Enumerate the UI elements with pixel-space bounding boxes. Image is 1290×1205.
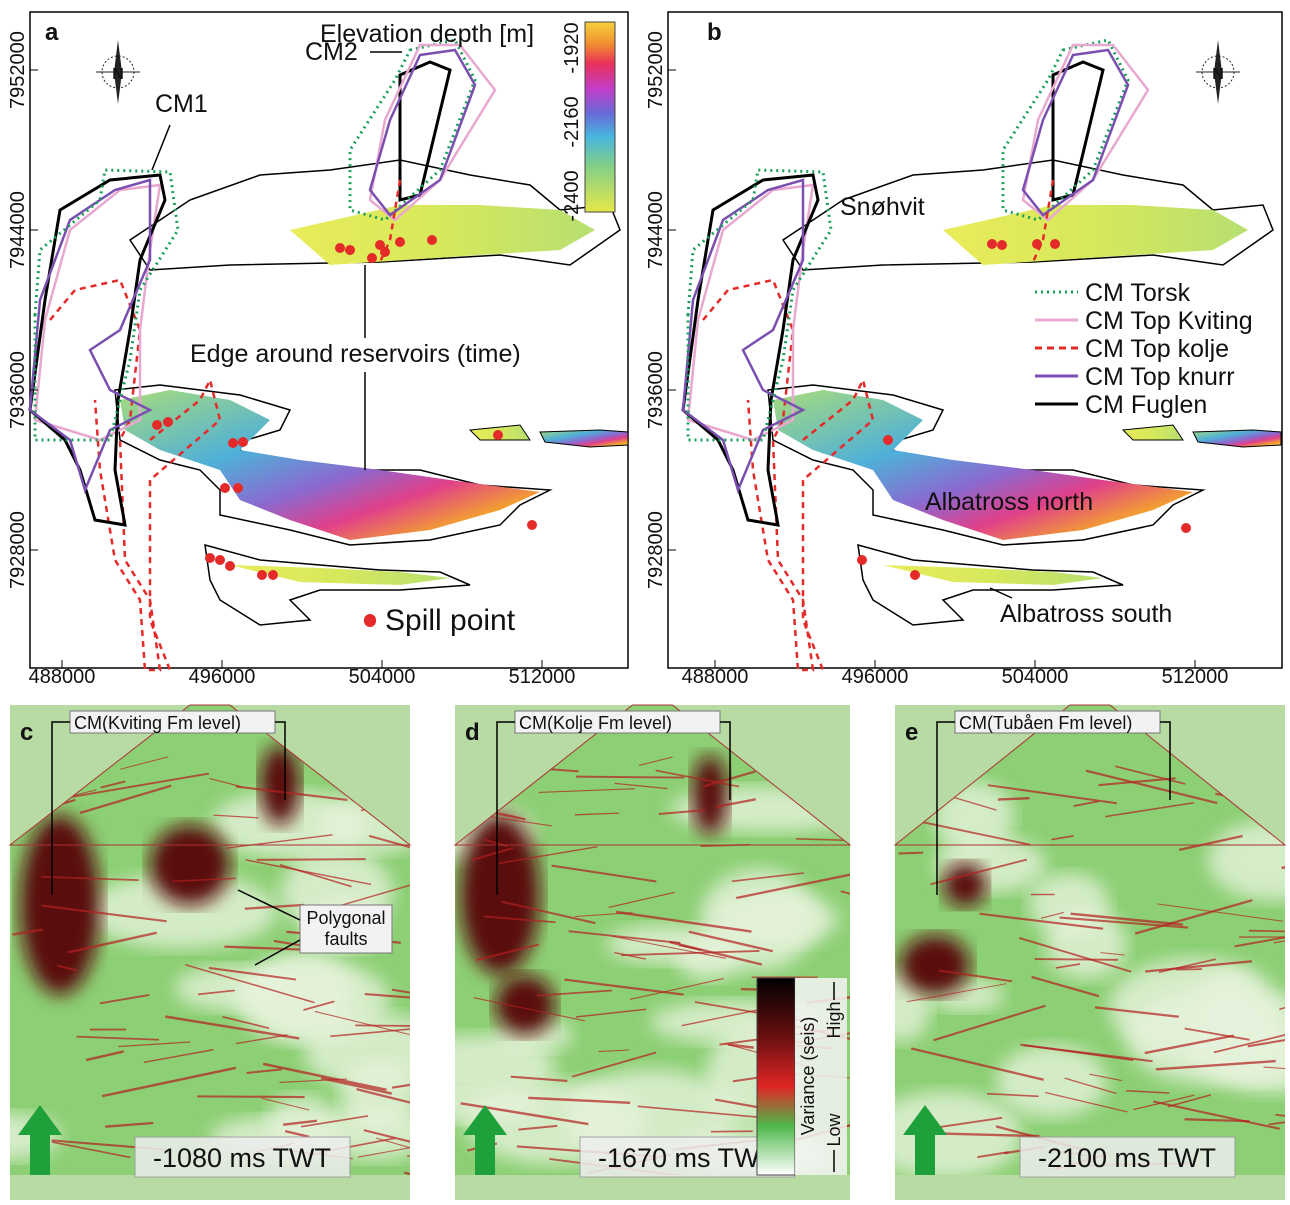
- variance-high: High: [824, 1001, 844, 1038]
- cm-label: CM(Tubåen Fm level): [959, 713, 1132, 733]
- fault-trace: [257, 859, 366, 860]
- colorbar-tick-label: -2160: [561, 96, 583, 147]
- y-tick-label: 7936000: [645, 351, 667, 429]
- albatross-south-label: Albatross south: [1000, 600, 1172, 628]
- y-tick-label: 7944000: [645, 191, 667, 269]
- edge-label: Edge around reservoirs (time): [190, 340, 521, 368]
- x-tick-label: 496000: [189, 666, 256, 688]
- colorbar-tick-label: -2400: [561, 170, 583, 221]
- y-tick-label: 7952000: [645, 31, 667, 109]
- cm-label: CM(Kolje Fm level): [519, 713, 672, 733]
- seismic-panel-d: d CM(Kolje Fm level) -1670 ms TWT: [365, 705, 955, 1200]
- legend-label: CM Top kolje: [1085, 335, 1229, 363]
- legend-label: CM Torsk: [1085, 279, 1191, 307]
- y-tick-label: 7928000: [645, 511, 667, 589]
- high-variance: [150, 825, 230, 905]
- figure: N a Elevation depth [m] -1920-2160-2400 …: [0, 0, 1290, 1200]
- variance-low: Low: [824, 1112, 844, 1146]
- panel-letter: b: [707, 19, 722, 46]
- seismic-panel-e: e CM(Tubåen Fm level) -2100 ms TWT: [867, 705, 1290, 1200]
- panel-letter: d: [465, 719, 480, 746]
- map-panel-a: a Elevation depth [m] -1920-2160-2400 CM…: [30, 12, 628, 670]
- time-label: -1670 ms TWT: [598, 1143, 776, 1173]
- fault-trace: [197, 1096, 304, 1097]
- x-tick-label: 488000: [682, 666, 749, 688]
- fault-trace: [355, 1025, 451, 1026]
- panel-letter: c: [20, 719, 33, 746]
- spill-label: Spill point: [385, 604, 516, 637]
- variance-title: Variance (seis): [798, 1017, 818, 1136]
- x-tick-label: 512000: [1162, 666, 1229, 688]
- x-tick-label: 504000: [1002, 666, 1069, 688]
- cm-label: CM(Kviting Fm level): [74, 713, 241, 733]
- y-tick-label: 7936000: [7, 351, 29, 429]
- map-panel-b: b Snøhvit Albatross north Albatross sout…: [668, 12, 1282, 670]
- light-patch: [677, 937, 742, 981]
- time-label: -2100 ms TWT: [1038, 1143, 1216, 1173]
- y-tick-label: 7944000: [7, 191, 29, 269]
- high-variance: [943, 863, 987, 907]
- colorbar-tick-label: -1920: [561, 22, 583, 73]
- high-variance: [692, 755, 728, 835]
- colorbar: [585, 22, 615, 212]
- high-variance: [460, 815, 540, 975]
- faults-label: Polygonal: [306, 908, 385, 928]
- faults-label: faults: [324, 929, 367, 949]
- cm2-label: CM2: [305, 38, 358, 66]
- high-variance: [20, 815, 100, 995]
- legend-label: CM Fuglen: [1085, 391, 1207, 419]
- variance-colorbar: [757, 978, 795, 1175]
- x-tick-label: 488000: [29, 666, 96, 688]
- fault-trace: [576, 777, 684, 778]
- time-label: -1080 ms TWT: [153, 1143, 331, 1173]
- seismic-image: [365, 705, 955, 1200]
- snohvit-label: Snøhvit: [840, 193, 925, 221]
- y-tick-label: 7928000: [7, 511, 29, 589]
- cm1-label: CM1: [155, 90, 208, 118]
- light-patch: [996, 1045, 1107, 1118]
- seismic-panel-c: c CM(Kviting Fm level) -1080 ms TWT: [0, 705, 519, 1200]
- fault-trace: [1035, 959, 1118, 960]
- y-tick-label: 7952000: [7, 31, 29, 109]
- fault-trace: [899, 853, 924, 854]
- x-tick-label: 496000: [842, 666, 909, 688]
- x-tick-label: 512000: [509, 666, 576, 688]
- fault-trace: [998, 798, 1030, 799]
- legend-label: CM Top knurr: [1085, 363, 1235, 391]
- panel-letter: e: [905, 719, 918, 746]
- fault-trace: [1176, 969, 1202, 970]
- albatross-north-label: Albatross north: [925, 488, 1093, 516]
- legend-label: CM Top Kviting: [1085, 307, 1253, 335]
- x-tick-label: 504000: [349, 666, 416, 688]
- high-variance: [900, 935, 970, 995]
- light-patch: [714, 892, 838, 946]
- high-variance: [495, 975, 555, 1035]
- high-variance: [260, 745, 300, 825]
- panel-letter: a: [45, 19, 59, 46]
